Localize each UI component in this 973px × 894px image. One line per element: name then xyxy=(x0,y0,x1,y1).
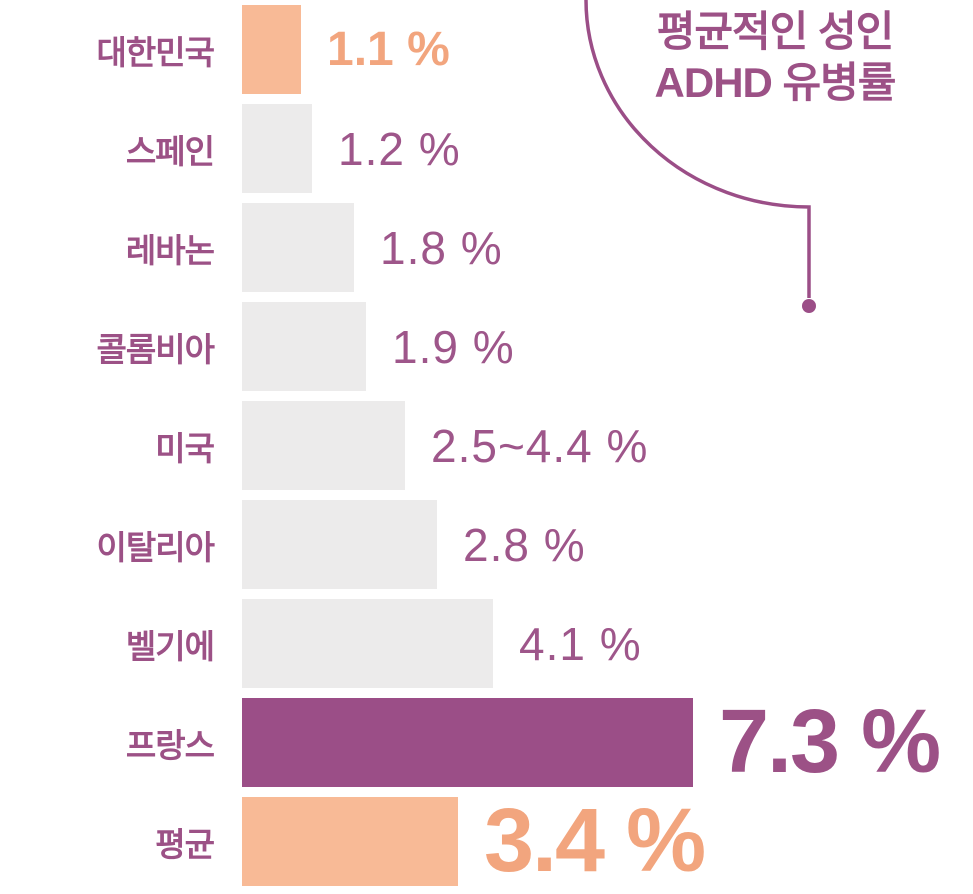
value-label: 3.4 % xyxy=(484,791,706,891)
value-label: 1.8 % xyxy=(380,221,503,274)
value-label: 1.1 % xyxy=(327,23,450,76)
country-label: 이탈리아 xyxy=(96,528,215,566)
chart-row: 레바논 1.8 % xyxy=(0,198,973,297)
value-label: 1.2 % xyxy=(338,122,461,175)
bar xyxy=(242,797,458,886)
chart-row: 벨기에 4.1 % xyxy=(0,594,973,693)
bar xyxy=(242,302,366,391)
chart-row: 이탈리아 2.8 % xyxy=(0,495,973,594)
value-label: 2.5~4.4 % xyxy=(431,419,649,472)
value-label: 7.3 % xyxy=(719,692,941,792)
bar xyxy=(242,698,693,787)
value-label: 1.9 % xyxy=(392,320,515,373)
chart-row: 미국 2.5~4.4 % xyxy=(0,396,973,495)
country-label: 프랑스 xyxy=(125,726,215,764)
bar xyxy=(242,401,405,490)
country-label: 레바논 xyxy=(125,231,215,269)
bar xyxy=(242,500,437,589)
value-label: 4.1 % xyxy=(519,617,642,670)
chart-row: 콜롬비아 1.9 % xyxy=(0,297,973,396)
annotation-title-line2: ADHD 유병률 xyxy=(654,59,897,107)
value-label: 2.8 % xyxy=(463,518,586,571)
chart-row: 프랑스 7.3 % xyxy=(0,692,973,792)
chart-row: 대한민국 1.1 % xyxy=(0,0,973,99)
bar xyxy=(242,104,312,193)
country-label: 스페인 xyxy=(125,132,215,170)
bar xyxy=(242,599,493,688)
annotation-title-line1: 평균적인 성인 xyxy=(656,8,895,55)
country-label: 평균 xyxy=(155,825,215,863)
bar xyxy=(242,5,301,94)
country-label: 콜롬비아 xyxy=(96,330,215,368)
country-label: 대한민국 xyxy=(96,33,215,71)
country-label: 벨기에 xyxy=(125,627,215,665)
bar xyxy=(242,203,354,292)
annotation-title: 평균적인 성인 ADHD 유병률 xyxy=(620,6,930,108)
chart-row: 스페인 1.2 % xyxy=(0,99,973,198)
country-label: 미국 xyxy=(155,429,215,467)
chart-row: 평균 3.4 % xyxy=(0,791,973,891)
